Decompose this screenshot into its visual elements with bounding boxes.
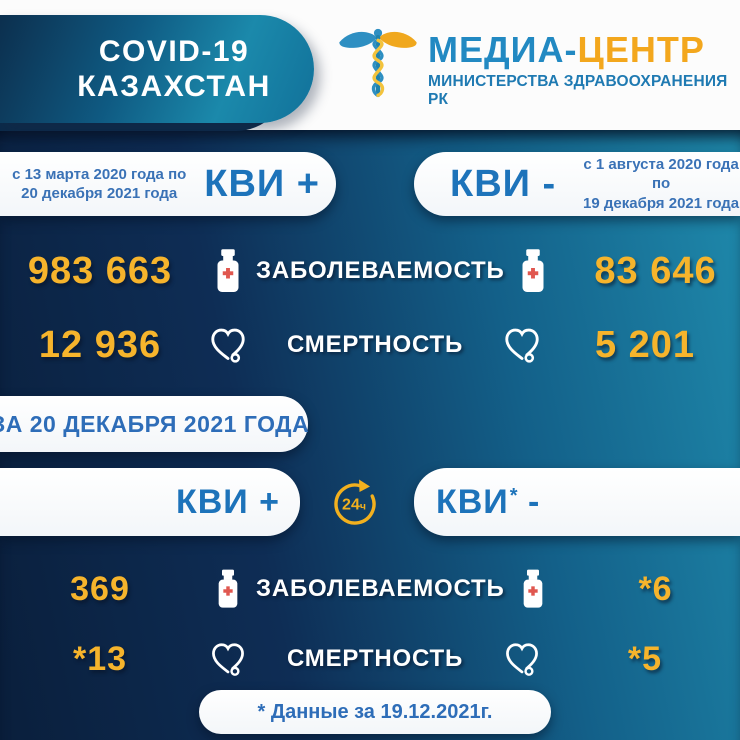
caduceus-icon <box>334 18 422 119</box>
period-line2: 20 декабря 2021 года <box>21 185 178 202</box>
morbidity-label: ЗАБОЛЕВАЕМОСТЬ <box>256 257 505 284</box>
mortality-negative-total: 5 201 <box>594 323 696 366</box>
daily-date-banner: ЗА 20 ДЕКАБРЯ 2021 ГОДА <box>0 396 310 452</box>
asterisk-marker: * <box>509 485 519 508</box>
kvi-negative-label: КВИ - <box>450 162 557 205</box>
cumulative-mortality-row: 12 936 СМЕРТНОСТЬ 5 201 <box>0 316 740 374</box>
period-line1: с 13 марта 2020 года по <box>12 165 187 183</box>
daily-kvi-positive-label: КВИ + <box>175 482 280 521</box>
covid-kazakhstan-badge: COVID-19 КАЗАХСТАН <box>0 15 314 131</box>
medicine-bottle-icon <box>517 568 549 610</box>
daily-morbidity-positive: 369 <box>70 569 130 608</box>
morbidity-positive-total: 983 663 <box>27 249 173 292</box>
kvi-negative-period: с 1 августа 2020 года по 19 декабря 2021… <box>582 155 740 214</box>
mortality-label: СМЕРТНОСТЬ <box>286 331 463 358</box>
daily-morbidity-negative: *6 <box>638 569 673 608</box>
svg-text:24ч: 24ч <box>342 497 366 514</box>
logo-title-media: МЕДИА- <box>428 29 578 70</box>
daily-morbidity-row: 369 ЗАБОЛЕВАЕМОСТЬ <box>0 560 740 618</box>
badge-line-covid: COVID-19 <box>98 34 250 68</box>
medicine-bottle-icon <box>212 568 244 610</box>
mortality-positive-total: 12 936 <box>38 323 162 366</box>
header: COVID-19 КАЗАХСТАН МЕДИА-ЦЕНТР МИНИСТЕРС… <box>0 0 740 131</box>
period-line1: с 1 августа 2020 года по <box>583 155 739 193</box>
daily-kvi-positive-pill: КВИ + <box>0 468 300 536</box>
footnote-text: * Данные за 19.12.2021г. <box>257 700 493 723</box>
daily-date-text: ЗА 20 ДЕКАБРЯ 2021 ГОДА <box>0 410 310 437</box>
footnote-pill: * Данные за 19.12.2021г. <box>199 690 551 734</box>
24h-clock-icon: 24ч <box>329 478 381 530</box>
heart-icon <box>206 323 250 367</box>
kvi-negative-period-pill: КВИ - с 1 августа 2020 года по 19 декабр… <box>414 152 740 216</box>
daily-morbidity-label: ЗАБОЛЕВАЕМОСТЬ <box>256 575 505 602</box>
daily-mortality-label: СМЕРТНОСТЬ <box>286 645 463 672</box>
daily-kvi-negative-label: КВИ* - <box>436 482 541 521</box>
morbidity-negative-total: 83 646 <box>594 249 717 292</box>
ministry-logo: МЕДИА-ЦЕНТР МИНИСТЕРСТВА ЗДРАВООХРАНЕНИЯ… <box>334 18 740 119</box>
logo-text: МЕДИА-ЦЕНТР МИНИСТЕРСТВА ЗДРАВООХРАНЕНИЯ… <box>428 32 740 109</box>
daily-kvi-negative-pill: КВИ* - <box>414 468 740 536</box>
period-line2: 19 декабря 2021 года <box>583 194 740 212</box>
kvi-positive-label: КВИ + <box>204 162 320 205</box>
stats-panel: с 13 марта 2020 года по 20 декабря 2021 … <box>0 130 740 740</box>
kvi-positive-period-pill: с 13 марта 2020 года по 20 декабря 2021 … <box>0 152 336 216</box>
logo-subtitle: МИНИСТЕРСТВА ЗДРАВООХРАНЕНИЯ РК <box>428 73 728 108</box>
heart-icon <box>501 638 543 680</box>
kvi-positive-period: с 13 марта 2020 года по 20 декабря 2021 … <box>12 165 186 204</box>
badge-line-country: КАЗАХСТАН <box>77 70 271 103</box>
daily-mortality-negative: *5 <box>627 639 663 678</box>
medicine-bottle-icon <box>515 248 551 294</box>
cumulative-morbidity-row: 983 663 ЗАБОЛЕВАЕМОСТЬ <box>0 240 740 302</box>
daily-mortality-row: *13 СМЕРТНОСТЬ *5 <box>0 630 740 688</box>
medicine-bottle-icon <box>210 248 246 294</box>
heart-icon <box>500 323 544 367</box>
heart-icon <box>207 638 249 680</box>
logo-title: МЕДИА-ЦЕНТР <box>428 32 740 68</box>
logo-title-center: ЦЕНТР <box>577 29 705 70</box>
daily-mortality-positive: *13 <box>72 639 128 678</box>
